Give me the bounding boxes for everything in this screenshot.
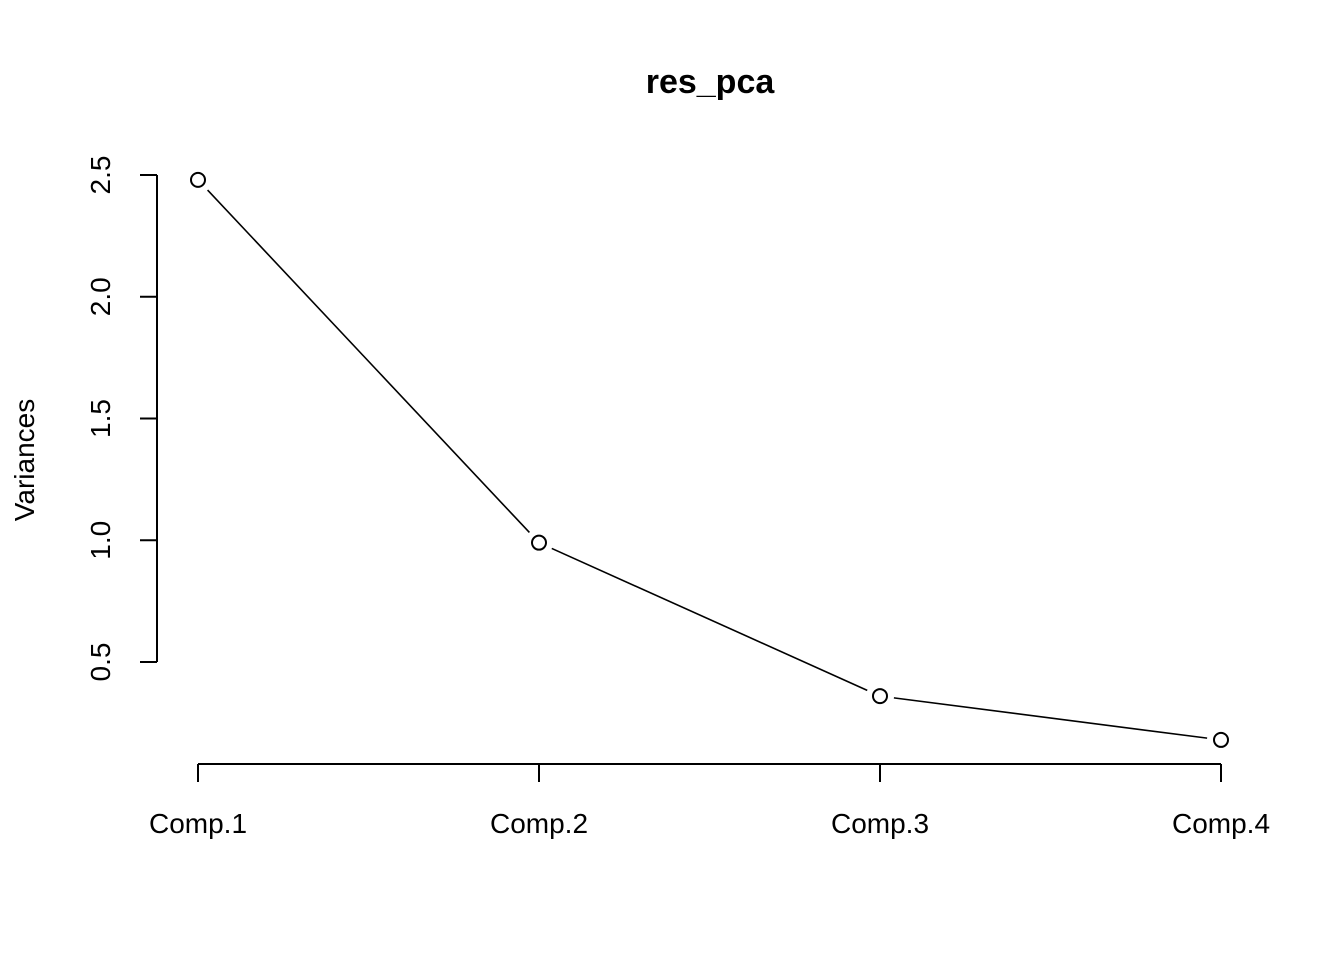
series-segment: [893, 697, 1208, 739]
series-segment: [551, 547, 868, 692]
y-axis: 0.5 1.0 1.5 2.0 2.5: [85, 156, 158, 682]
x-tick-label: Comp.2: [490, 808, 588, 839]
y-tick-label: 2.5: [85, 156, 116, 195]
x-tick-label: Comp.1: [149, 808, 247, 839]
data-point: [1213, 731, 1229, 748]
chart-title: res_pca: [646, 63, 776, 101]
data-point: [872, 688, 888, 705]
y-tick-label: 1.0: [85, 521, 116, 560]
series-line: [207, 189, 1208, 739]
y-tick-label: 1.5: [85, 399, 116, 438]
y-tick-label: 2.0: [85, 277, 116, 316]
series-points: [190, 171, 1229, 748]
y-axis-label: Variances: [9, 399, 40, 521]
data-point: [190, 171, 206, 188]
x-tick-label: Comp.3: [831, 808, 929, 839]
y-tick-label: 0.5: [85, 643, 116, 682]
series-segment: [207, 189, 530, 534]
x-tick-label: Comp.4: [1172, 808, 1270, 839]
x-axis: Comp.1 Comp.2 Comp.3 Comp.4: [149, 763, 1270, 839]
data-point: [531, 534, 547, 551]
